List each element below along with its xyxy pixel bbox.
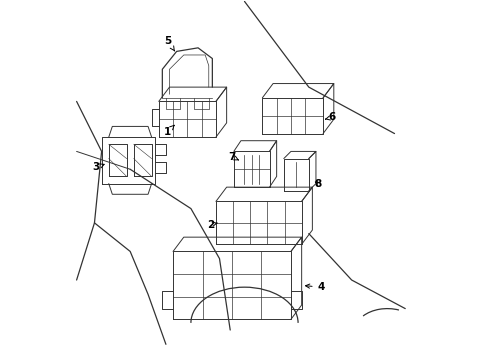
Text: 5: 5	[164, 36, 174, 51]
Text: 8: 8	[313, 179, 321, 189]
Text: 6: 6	[325, 112, 335, 122]
Text: 7: 7	[228, 152, 238, 162]
Text: 3: 3	[92, 162, 104, 172]
Text: 1: 1	[164, 125, 174, 137]
Text: 2: 2	[206, 220, 217, 230]
Text: 4: 4	[305, 282, 325, 292]
